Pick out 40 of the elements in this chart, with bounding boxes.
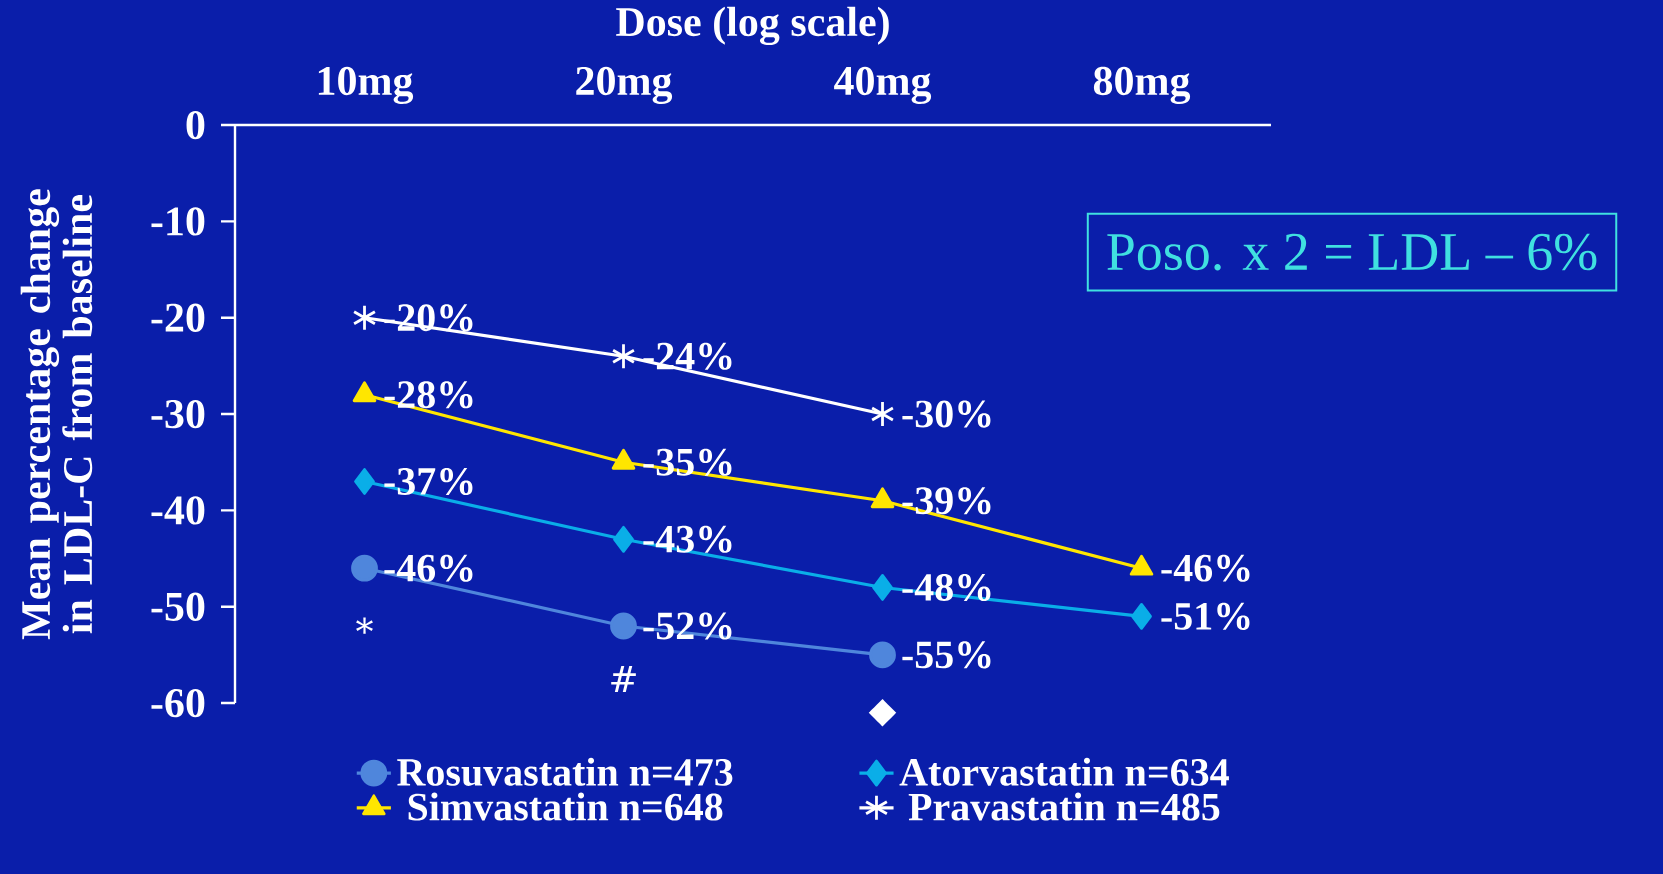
data-label: -39%	[902, 487, 991, 515]
y-axis-title: Mean percentage change in LDL-C from baseline	[20, 189, 93, 640]
x-tick-label: 20mg	[576, 66, 673, 104]
data-label: -37%	[384, 467, 473, 496]
annotation: ◆	[868, 698, 897, 727]
data-label: -43%	[643, 525, 732, 553]
data-label: -30%	[902, 400, 991, 428]
point	[354, 468, 375, 495]
data-label: -52%	[643, 612, 732, 640]
annotation: #	[611, 666, 636, 692]
data-label: -55%	[902, 641, 991, 669]
data-label: -35%	[643, 448, 732, 476]
data-label: -46%	[384, 554, 473, 582]
y-tick-label: 0	[186, 110, 205, 140]
annotation: *	[356, 617, 373, 634]
x-tick-label: 40mg	[834, 66, 932, 104]
data-label: -48%	[902, 573, 991, 601]
point	[869, 641, 896, 669]
legend-label: Atorvastatin n=634	[899, 757, 1229, 786]
y-tick-label: -10	[151, 207, 205, 236]
point	[351, 554, 378, 582]
y-tick-label: -40	[151, 496, 205, 525]
point	[872, 574, 893, 601]
data-label: -46%	[1161, 554, 1250, 582]
y-tick-label: -20	[151, 303, 205, 332]
annotation: Poso. x 2 = LDL – 6%	[1107, 233, 1597, 271]
point	[1131, 602, 1152, 630]
y-tick-label: -50	[151, 592, 205, 621]
legend-label: Simvastatin n=648	[408, 792, 723, 821]
x-axis-title: Dose (log scale)	[616, 6, 889, 46]
data-label: -28%	[384, 381, 473, 409]
x-tick-label: 10mg	[318, 66, 414, 104]
legend-label: Pravastatin n=485	[908, 792, 1220, 821]
y-tick-label: -60	[151, 688, 205, 718]
point	[610, 612, 637, 640]
legend-label: Rosuvastatin n=473	[397, 757, 733, 786]
data-label: -51%	[1161, 602, 1250, 630]
point	[613, 525, 634, 553]
y-tick-label: -30	[151, 399, 205, 429]
x-tick-label: 80mg	[1093, 66, 1191, 104]
